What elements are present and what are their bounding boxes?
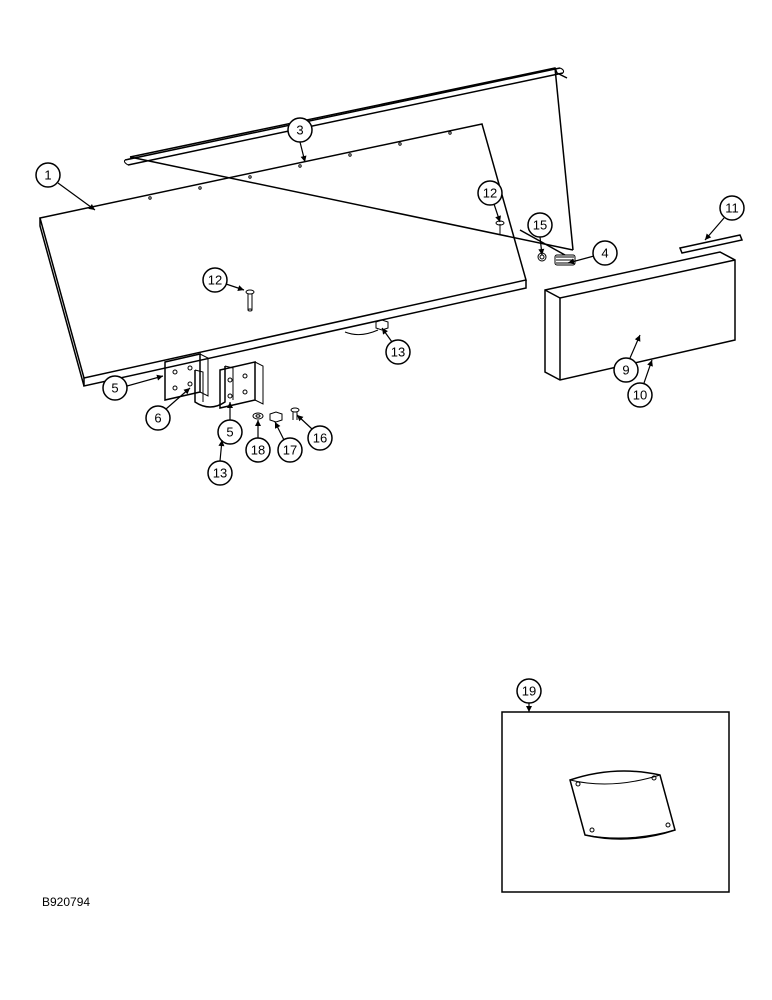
callout-label-13: 13 <box>213 466 227 481</box>
callout-label-13: 13 <box>391 345 405 360</box>
callout-label-1: 1 <box>44 168 51 183</box>
callout-label-3: 3 <box>296 123 303 138</box>
callout-label-18: 18 <box>251 443 265 458</box>
rod-top <box>130 68 573 250</box>
leader-arrow <box>255 420 261 426</box>
reference-label: B920794 <box>42 895 90 909</box>
callout-label-16: 16 <box>313 431 327 446</box>
callout-label-9: 9 <box>622 363 629 378</box>
callout-label-5: 5 <box>111 381 118 396</box>
callout-label-6: 6 <box>154 411 161 426</box>
screw-12a <box>496 221 504 235</box>
leader-arrow <box>526 706 532 712</box>
callout-label-12: 12 <box>208 273 222 288</box>
callout-label-17: 17 <box>283 443 297 458</box>
callout-label-5: 5 <box>226 425 233 440</box>
leader-arrow <box>647 360 653 367</box>
callout-label-10: 10 <box>633 388 647 403</box>
leader-arrow <box>156 375 163 381</box>
rod-top-clean <box>124 68 565 255</box>
callout-label-12: 12 <box>483 186 497 201</box>
screw-12b <box>246 290 254 311</box>
panel-main <box>40 124 526 386</box>
strip-11 <box>680 235 742 253</box>
callout-label-4: 4 <box>601 246 608 261</box>
callout-label-19: 19 <box>522 684 536 699</box>
callout-label-15: 15 <box>533 218 547 233</box>
bracket-right <box>220 362 263 408</box>
inset-box <box>502 712 729 892</box>
callout-label-11: 11 <box>725 201 739 216</box>
side-cover <box>545 252 735 380</box>
leader-line <box>58 183 95 210</box>
leader-arrow <box>237 285 244 291</box>
